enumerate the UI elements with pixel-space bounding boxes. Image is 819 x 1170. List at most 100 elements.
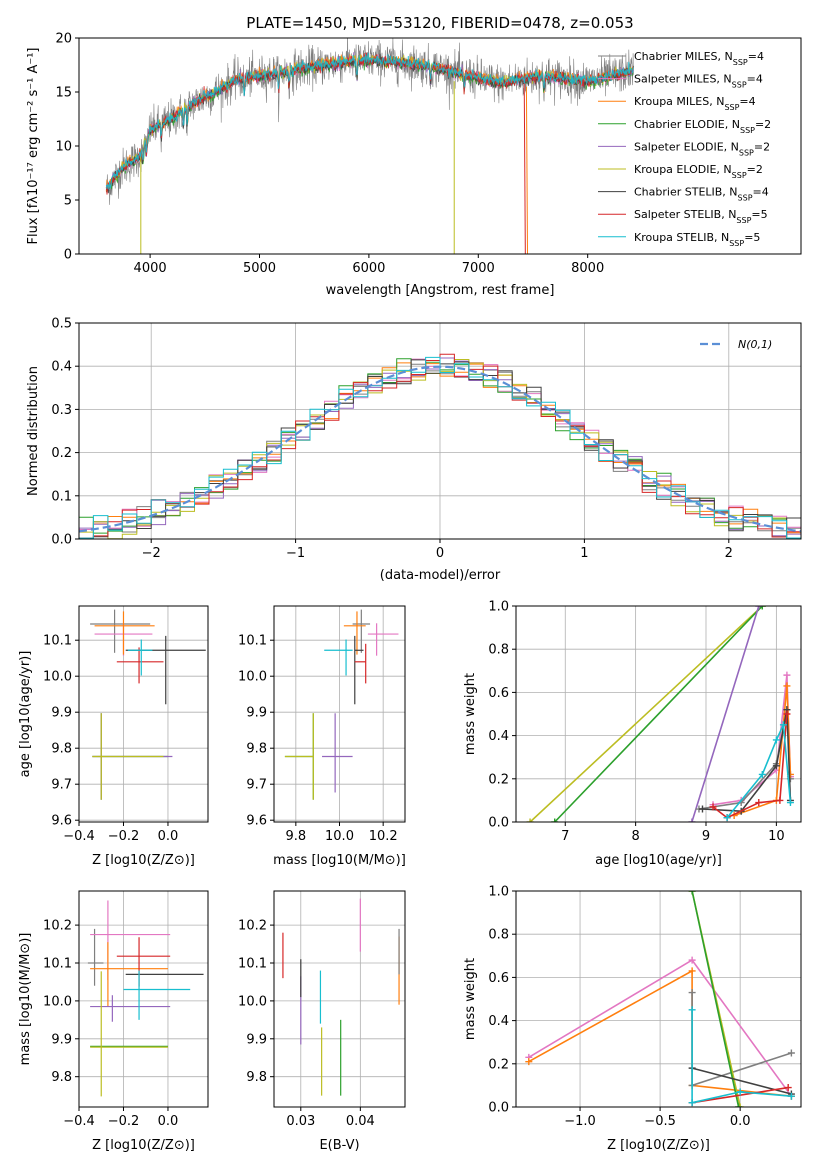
weight-marker	[709, 803, 717, 811]
errorbar-kroupa-miles	[343, 611, 366, 655]
y-tick-label: 9.9	[51, 706, 72, 721]
weight-marker	[551, 818, 559, 822]
errorbar-chabrier-miles	[90, 609, 151, 653]
errorbar-kroupa-miles	[94, 611, 155, 655]
x-tick-label: −0.2	[108, 1114, 140, 1129]
x-tick-label: 0.0	[158, 1114, 179, 1129]
x-tick-label: 8	[631, 829, 639, 844]
legend-label: Kroupa MILES, NSSP=4	[634, 95, 756, 112]
y-axis-label: mass weight	[463, 673, 478, 755]
x-axis-label: E(B-V)	[319, 1138, 359, 1153]
y-tick-label: 9.8	[246, 1070, 267, 1085]
weight-marker	[735, 1103, 743, 1107]
x-tick-label: 5000	[243, 261, 276, 276]
y-tick-label: 15	[55, 86, 72, 101]
x-tick-label: 0.03	[286, 1114, 315, 1129]
y-tick-label: 0.8	[488, 928, 509, 943]
panel-age_Z: −0.4 −0.2 0.0 9.6 9.7 9.8 9.9 10.0 10.1 Z [log10(…	[18, 605, 209, 868]
plot-area	[284, 609, 399, 800]
plot-area	[105, 38, 634, 254]
x-axis-label: wavelength [Angstrom, rest frame]	[326, 283, 555, 298]
y-tick-label: 0.6	[488, 971, 509, 986]
x-tick-label: 10	[768, 829, 785, 844]
y-axis-label: mass [log10(M/M⊙)]	[18, 933, 33, 1066]
weight-marker	[525, 1058, 533, 1066]
y-tick-label: 0	[64, 248, 72, 263]
plot-area	[79, 353, 801, 539]
weight-marker	[779, 721, 787, 729]
weight-marker	[776, 796, 784, 804]
y-tick-label: 0.8	[488, 643, 509, 658]
x-tick-label: 4000	[134, 261, 167, 276]
y-tick-label: 0.2	[488, 772, 509, 787]
y-tick-label: 0.1	[51, 489, 72, 504]
y-tick-label: 1.0	[488, 600, 509, 615]
weight-line-kroupa-elodie	[529, 606, 763, 822]
figure-title: PLATE=1450, MJD=53120, FIBERID=0478, z=0…	[246, 14, 633, 32]
weight-marker	[783, 671, 791, 679]
spectrum-legend: Chabrier MILES, NSSP=4 Salpeter MILES, NS…	[598, 50, 771, 247]
x-tick-label: 10.0	[325, 829, 354, 844]
y-tick-label: 10.0	[238, 670, 267, 685]
panel-weight_age: 7 8 9 10 0.0 0.2 0.4 0.6 0.8 1.0 age [log10(age/yr…	[463, 600, 802, 868]
y-tick-label: 10.1	[43, 957, 72, 972]
x-axis-label: age [log10(age/yr)]	[595, 853, 722, 868]
y-tick-label: 10.2	[238, 919, 267, 934]
y-tick-label: 9.8	[51, 1070, 72, 1085]
spectrum-model-kroupa-stelib	[105, 52, 634, 190]
plot-area	[525, 891, 795, 1107]
y-tick-label: 9.7	[246, 778, 267, 793]
y-tick-label: 10.0	[43, 994, 72, 1009]
y-axis-label: age [log10(age/yr)]	[18, 651, 33, 778]
panel-age_mass: 9.8 10.0 10.2 9.6 9.7 9.8 9.9 10.0 10.1 mass [log…	[238, 605, 406, 868]
weight-marker	[688, 1006, 696, 1014]
y-tick-label: 0.6	[488, 686, 509, 701]
y-tick-label: 9.9	[246, 1032, 267, 1047]
y-tick-label: 0.5	[51, 317, 72, 332]
x-tick-label: 0.0	[158, 829, 179, 844]
x-tick-label: 10.2	[369, 829, 398, 844]
y-tick-label: 0.0	[488, 816, 509, 831]
axes-frame	[273, 890, 406, 1108]
legend-label: Chabrier STELIB, NSSP=4	[634, 186, 769, 203]
errorbar-kroupa-miles	[90, 942, 168, 1007]
x-axis-label: Z [log10(Z/Z⊙)]	[92, 853, 195, 868]
y-tick-label: 10.2	[43, 919, 72, 934]
weight-marker	[758, 770, 766, 778]
errorbar-kroupa-elodie	[90, 971, 168, 1097]
weight-marker	[787, 1049, 795, 1057]
x-tick-label: 0	[436, 546, 444, 561]
x-tick-label: 9	[702, 829, 710, 844]
weight-line-kroupa-stelib	[691, 1009, 792, 1104]
y-tick-label: 9.6	[246, 814, 267, 829]
legend-label: Chabrier ELODIE, NSSP=2	[634, 118, 771, 135]
y-tick-label: 20	[55, 32, 72, 47]
x-tick-label: 9.8	[285, 829, 306, 844]
y-tick-label: 10.0	[43, 670, 72, 685]
weight-marker	[772, 736, 780, 744]
y-tick-label: 1.0	[488, 885, 509, 900]
y-tick-label: 0.4	[488, 1014, 509, 1029]
weight-line-kroupa-miles	[733, 685, 792, 817]
x-tick-label: 6000	[352, 261, 385, 276]
x-tick-label: −0.2	[108, 829, 140, 844]
plot-area	[90, 609, 206, 800]
y-axis-label: Flux [fλ10⁻¹⁷ erg cm⁻² s⁻¹ A⁻¹]	[26, 48, 41, 245]
x-tick-label: 1	[580, 546, 588, 561]
x-tick-label: 2	[725, 546, 733, 561]
x-tick-label: 0.04	[346, 1114, 375, 1129]
panel-weight_Z: −1.0 −0.5 0.0 0.0 0.2 0.4 0.6 0.8 1.0 Z [log10(Z/…	[463, 885, 802, 1153]
y-tick-label: 9.8	[246, 742, 267, 757]
y-tick-label: 9.7	[51, 778, 72, 793]
legend-label: Salpeter ELODIE, NSSP=2	[634, 140, 770, 157]
x-axis-label: Z [log10(Z/Z⊙)]	[607, 1138, 710, 1153]
axes-frame	[273, 605, 406, 823]
weight-marker	[755, 606, 763, 610]
x-tick-label: −0.5	[644, 1114, 676, 1129]
weight-marker	[787, 1092, 795, 1100]
errorbar-kroupa-stelib	[123, 970, 191, 1020]
x-tick-label: −0.4	[63, 1114, 95, 1129]
y-axis-label: mass weight	[463, 958, 478, 1040]
legend-label: Kroupa ELODIE, NSSP=2	[634, 163, 763, 180]
